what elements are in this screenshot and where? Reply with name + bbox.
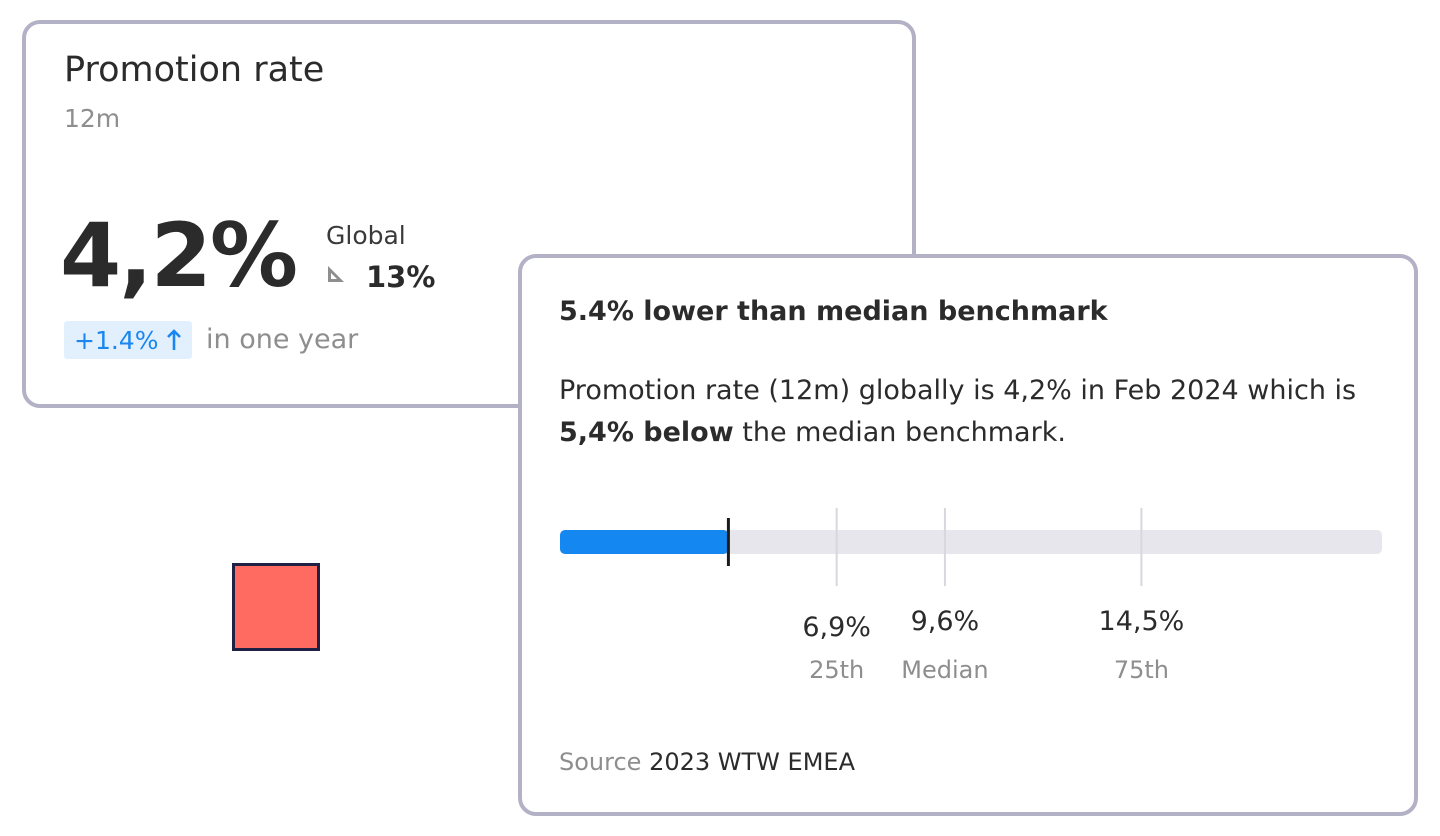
source-value: 2023 WTW EMEA [649,748,855,776]
change-badge: +1.4% [64,321,193,359]
benchmark-tick-label: 25th [809,656,865,684]
benchmark-desc-part2: the median benchmark. [733,417,1066,448]
benchmark-bar-track [560,530,1382,554]
benchmark-bar-fill [560,530,729,554]
source-label: Source [559,748,642,776]
change-suffix: in one year [206,324,359,355]
ruler-triangle-icon [328,266,344,282]
global-value: 13% [366,260,436,294]
kpi-period: 12m [64,104,121,133]
change-value: +1.4% [74,325,159,355]
benchmark-desc-bold: 5,4% below [559,417,734,448]
benchmark-tooltip: 5.4% lower than median benchmark Promoti… [518,254,1418,816]
color-swatch [232,563,320,651]
kpi-card[interactable]: Promotion rate 12m 4,2% Global 13% +1.4%… [22,20,916,408]
benchmark-tick-value: 6,9% [802,612,871,643]
benchmark-tick-label: 75th [1113,656,1169,684]
benchmark-tick-label: Median [901,656,989,684]
global-label: Global [326,221,406,250]
benchmark-desc-part1: Promotion rate (12m) globally is 4,2% in… [559,375,1357,406]
benchmark-tick-value: 9,6% [910,606,980,637]
benchmark-bar-chart [560,508,1382,586]
benchmark-description: Promotion rate (12m) globally is 4,2% in… [559,370,1379,454]
benchmark-source: Source 2023 WTW EMEA [559,748,855,776]
benchmark-tick-value: 14,5% [1098,606,1185,637]
benchmark-title: 5.4% lower than median benchmark [559,296,1108,327]
kpi-value: 4,2% [60,204,298,307]
kpi-title: Promotion rate [64,50,325,90]
arrow-up-icon [167,329,182,350]
